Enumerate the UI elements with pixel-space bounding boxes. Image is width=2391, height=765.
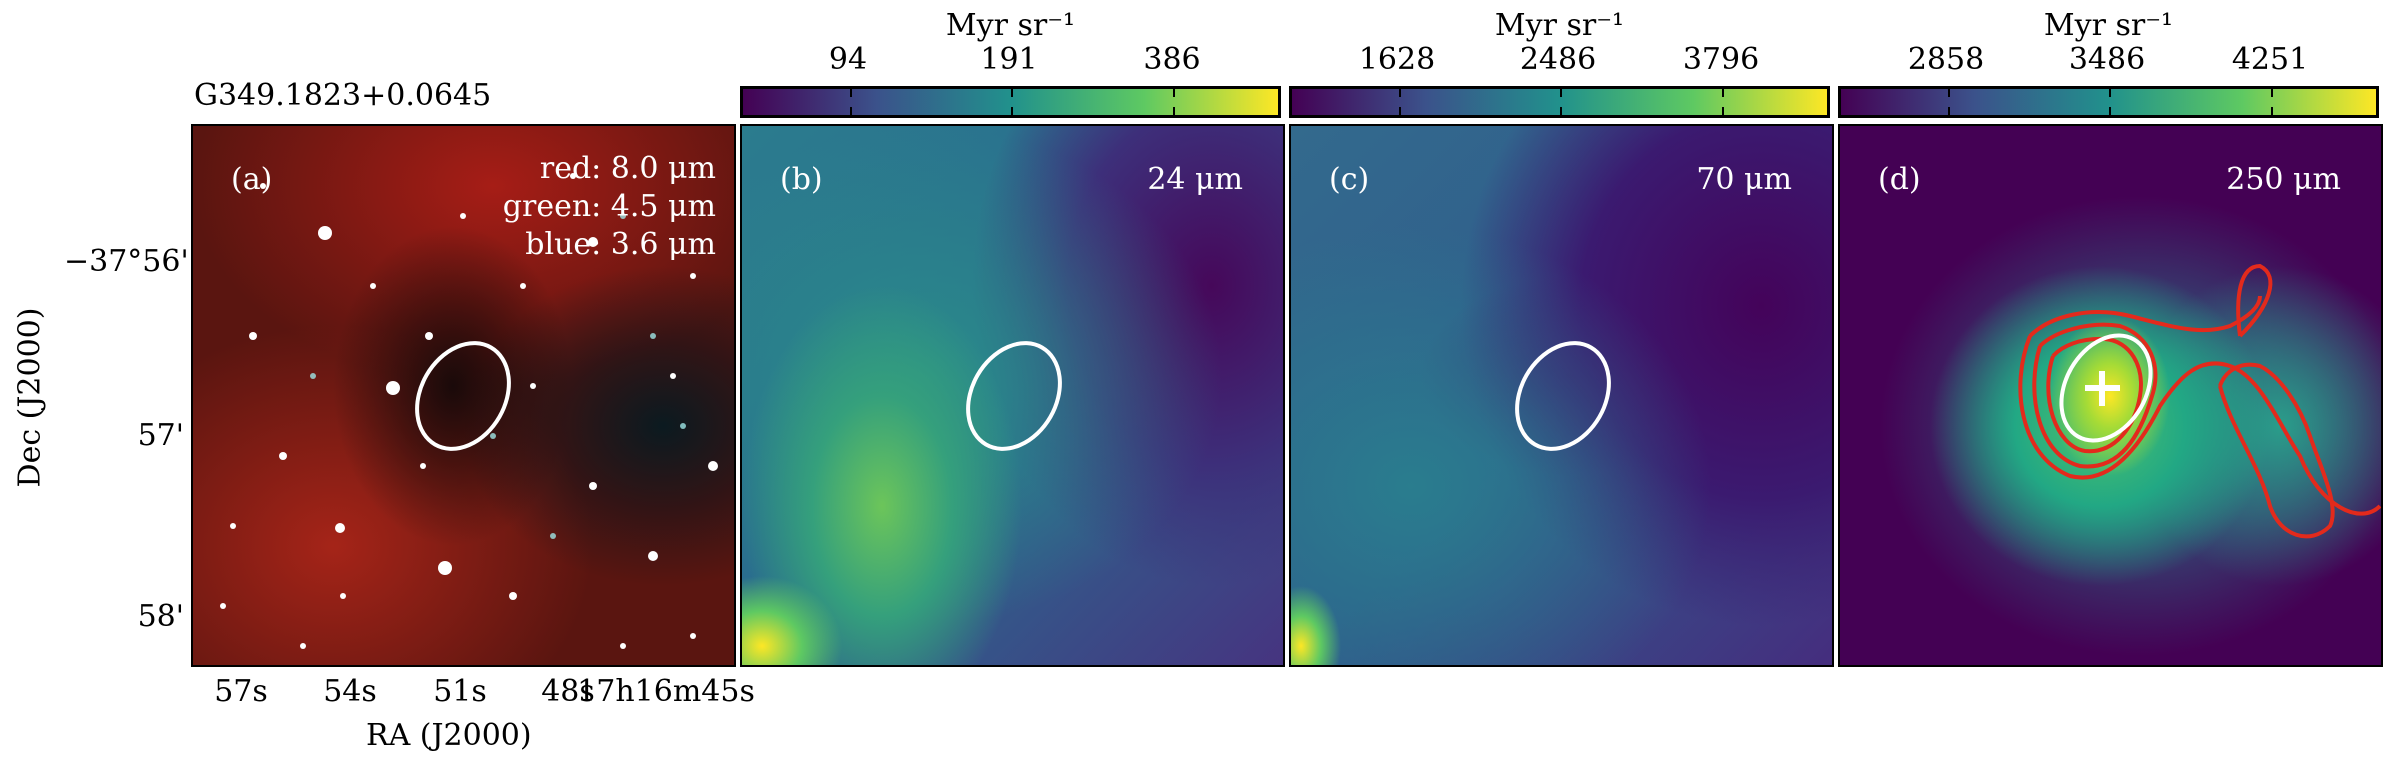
panel-label: (b) (780, 162, 823, 197)
panel-d-overlay (2018, 263, 2381, 539)
wavelength-label: 24 μm (1147, 162, 1243, 197)
panel-a-rgb-image: (a) red: 8.0 μm green: 4.5 μm blue: 3.6 … (191, 124, 736, 667)
colorbar-tick: 3796 (1682, 42, 1760, 77)
wavelength-label: 70 μm (1696, 162, 1792, 197)
colorbar-tick: 191 (980, 42, 1038, 77)
panel-c-overlay (1515, 341, 1611, 451)
colorbar-tick: 386 (1143, 42, 1201, 77)
panel-c-70um-image: (c) 70 μm (1289, 124, 1834, 667)
colorbar-title: Myr sr⁻¹ (2043, 8, 2174, 43)
colorbar-gradient (1838, 86, 2379, 118)
source-ellipse (415, 341, 511, 451)
x-tick-label: 48s (541, 674, 595, 709)
y-axis-label: Dec (J2000) (12, 307, 48, 488)
panel-b-overlay (966, 341, 1062, 451)
colorbar-tick: 94 (828, 42, 868, 77)
y-tick-label: 57' (137, 418, 184, 453)
y-tick-label: 58' (137, 599, 184, 634)
colorbar-gradient (1289, 86, 1830, 118)
source-cross-marker (2085, 371, 2120, 406)
panel-label: (d) (1878, 162, 1921, 197)
colorbar-tick: 4251 (2231, 42, 2309, 77)
panel-label: (c) (1329, 162, 1370, 197)
legend-red: red: 8.0 μm (539, 151, 716, 186)
y-tick-label: −37°56' (64, 244, 189, 279)
colorbar-tick: 2858 (1907, 42, 1985, 77)
panel-a-overlay (220, 173, 718, 649)
panel-d-250um-image: (d) 250 μm (1838, 124, 2383, 667)
x-tick-label: 57s (214, 674, 268, 709)
x-tick-label: 17h16m45s (577, 674, 755, 709)
wavelength-label: 250 μm (2226, 162, 2341, 197)
panel-b-24um-image: (b) 24 μm (740, 124, 1285, 667)
source-title: G349.1823+0.0645 (194, 78, 492, 113)
source-ellipse (1515, 341, 1611, 451)
source-ellipse (2059, 333, 2153, 443)
source-ellipse (966, 341, 1062, 451)
panel-label: (a) (231, 162, 273, 197)
x-axis-label: RA (J2000) (366, 718, 532, 753)
x-tick-label: 54s (323, 674, 377, 709)
colorbar-tick: 3486 (2068, 42, 2146, 77)
colorbar-tick: 2486 (1519, 42, 1597, 77)
legend-green: green: 4.5 μm (502, 189, 716, 224)
colorbar-title: Myr sr⁻¹ (945, 8, 1076, 43)
legend-blue: blue: 3.6 μm (525, 227, 716, 262)
colorbar-gradient (740, 86, 1281, 118)
colorbar-tick: 1628 (1358, 42, 1436, 77)
contours (2018, 263, 2381, 539)
colorbar-title: Myr sr⁻¹ (1494, 8, 1625, 43)
rgb-legend: red: 8.0 μm green: 4.5 μm blue: 3.6 μm (503, 150, 716, 264)
x-tick-label: 51s (433, 674, 487, 709)
